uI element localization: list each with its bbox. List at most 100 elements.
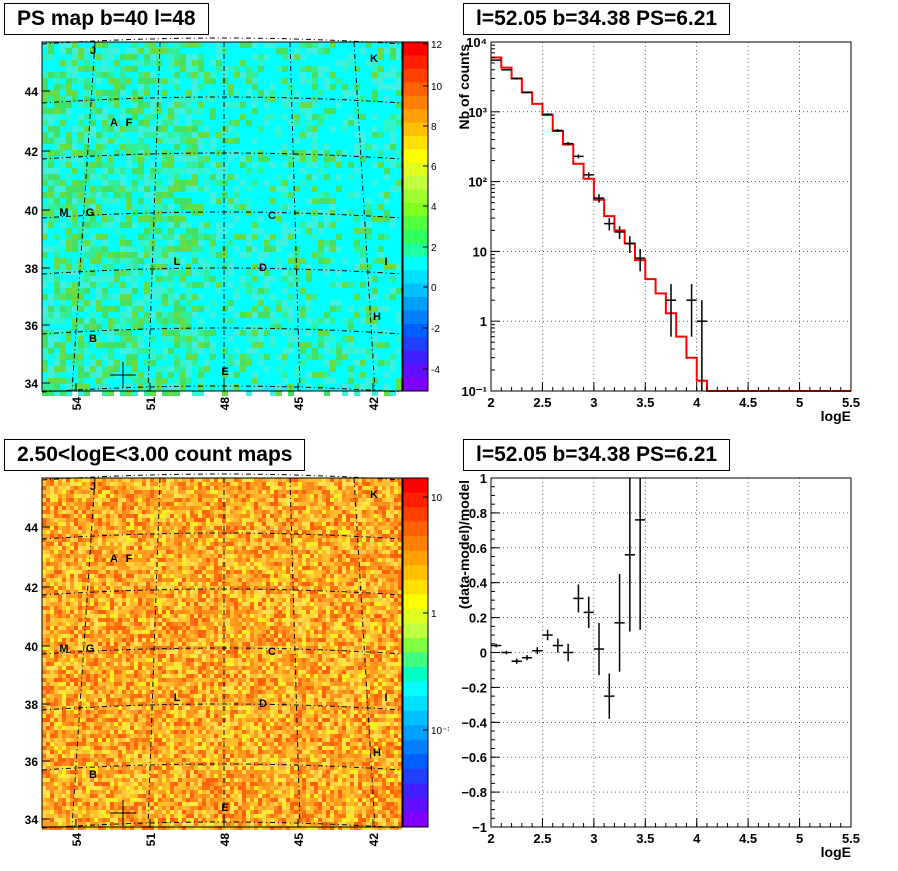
data-point (501, 69, 512, 71)
residual-point (624, 478, 635, 632)
x-tick-label: 42 (367, 397, 381, 411)
y-tick-label: 10³ (468, 105, 487, 120)
target-crosshair (110, 362, 136, 388)
y-tick-label: 0 (480, 646, 487, 661)
data-point (593, 194, 605, 203)
residual-point (614, 573, 625, 672)
data-point (583, 172, 594, 178)
y-tick-label: −0.4 (461, 715, 487, 730)
source-label: E (221, 366, 228, 378)
colorbar-tick-label: -4 (431, 365, 440, 376)
x-axis-label: logE (821, 844, 851, 860)
source-label: M (59, 207, 68, 219)
x-tick-label: 4 (693, 395, 701, 410)
x-tick-label: 54 (70, 833, 84, 847)
coordinate-grid (41, 37, 403, 393)
x-tick-label: 3.5 (636, 831, 654, 846)
source-label: L (174, 692, 181, 704)
source-label: I (384, 692, 387, 704)
y-tick-label: 10⁻¹ (461, 384, 487, 399)
source-label: H (373, 747, 381, 759)
data-point (696, 300, 707, 391)
data-point (552, 129, 563, 132)
y-tick-label: 10 (473, 244, 487, 259)
source-label: J (90, 45, 96, 57)
data-point (604, 218, 615, 231)
x-tick-label: 5 (796, 395, 803, 410)
x-tick-label: 3 (590, 395, 597, 410)
data-point (614, 226, 625, 240)
count-map-panel: 10 1 10⁻¹ 44 42 40 38 36 34 54 51 48 45 42 J K A F M G C L… (25, 473, 449, 847)
x-tick-label: 3.5 (636, 395, 654, 410)
x-tick-label: 48 (218, 397, 232, 411)
colorbar-tick-label: 6 (431, 162, 437, 173)
data-point (573, 154, 584, 159)
x-tick-label: 5 (796, 831, 803, 846)
colorbar-tick-label: 10 (431, 82, 443, 93)
colorbar-tick-label: 10 (431, 493, 443, 504)
x-tick-label: 2.5 (533, 395, 551, 410)
residual-point (491, 643, 502, 648)
residual-point (593, 622, 605, 676)
source-label: C (268, 646, 276, 658)
x-tick-label: 51 (144, 833, 158, 847)
model-histogram (491, 56, 851, 392)
colorbar-tick-label: 0 (431, 283, 437, 294)
source-label: E (221, 802, 228, 814)
source-label: F (126, 553, 133, 565)
x-tick-label: 2 (487, 395, 494, 410)
x-axis-label: logE (821, 408, 851, 424)
source-label: G (86, 643, 95, 655)
source-label: K (370, 489, 378, 501)
x-tick-label: 5.5 (842, 395, 860, 410)
x-tick-label: 48 (218, 833, 232, 847)
y-tick-label: 1 (480, 314, 487, 329)
residual-point (604, 673, 615, 719)
y-tick-label: 44 (25, 85, 39, 99)
y-tick-label: −0.2 (461, 680, 487, 695)
source-label: D (259, 698, 267, 710)
y-tick-label: −0.6 (461, 750, 487, 765)
x-tick-label: 4 (693, 831, 701, 846)
source-label: C (268, 210, 276, 222)
source-label: B (89, 769, 97, 781)
source-label: H (373, 311, 381, 323)
y-tick-label: 42 (25, 145, 39, 159)
y-tick-label: 44 (25, 521, 39, 535)
y-tick-label: 0.8 (469, 506, 487, 521)
residual-point (552, 638, 563, 653)
source-label: F (126, 117, 133, 129)
y-tick-label: 10⁴ (466, 35, 487, 50)
y-tick-label: 38 (25, 698, 39, 712)
x-tick-label: 5.5 (842, 831, 860, 846)
x-tick-label: 54 (70, 397, 84, 411)
residual-point (563, 643, 574, 662)
y-tick-label: 42 (25, 581, 39, 595)
source-label: I (384, 256, 387, 268)
residual-point (521, 655, 533, 661)
y-tick-label: 40 (25, 640, 39, 654)
y-tick-label: 36 (25, 755, 39, 769)
y-tick-label: −0.8 (461, 785, 487, 800)
y-tick-label: −1 (472, 820, 487, 835)
x-tick-label: 2 (487, 831, 494, 846)
colorbar-tick-label: 1 (431, 609, 437, 620)
y-axis-label: Nb of counts (456, 44, 472, 130)
colorbar-tick-label: 8 (431, 122, 437, 133)
residual-point (532, 647, 543, 655)
y-tick-label: 0.6 (469, 541, 487, 556)
source-label: G (86, 207, 95, 219)
y-tick-label: 36 (25, 319, 39, 333)
residual-point (635, 478, 646, 630)
residual-point (542, 629, 553, 641)
residual-point (511, 658, 522, 664)
count-colorbar: 10 1 10⁻¹ (402, 477, 449, 828)
source-label: K (370, 53, 378, 65)
colorbar-tick-label: 10⁻¹ (431, 726, 449, 737)
x-tick-label: 2.5 (533, 831, 551, 846)
count-map-title: 2.50<logE<3.00 count maps (4, 439, 306, 471)
colorbar-tick-label: 12 (431, 40, 443, 51)
y-tick-label: 34 (25, 813, 39, 827)
y-tick-label: 34 (25, 377, 39, 391)
